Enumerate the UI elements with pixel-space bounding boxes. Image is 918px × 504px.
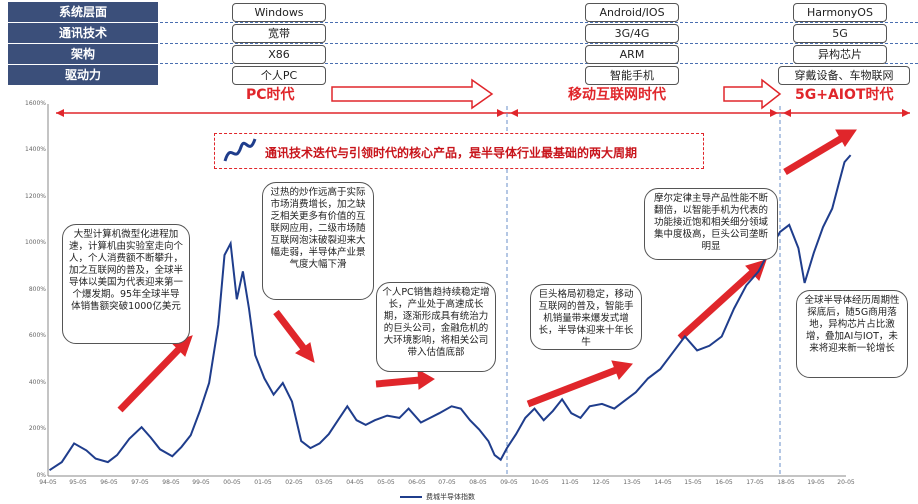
x-tick-label: 08-05 [469,479,487,486]
x-tick-label: 19-05 [807,479,825,486]
annotation-financial-crisis: 个人PC销售趋持续稳定增长，产业处于高速成长期，逐渐形成具有统治力的巨头公司，金… [376,282,496,372]
cell-comm-5g: 5G [793,24,887,43]
row-label-arch: 架构 [8,44,158,64]
cell-system-mobile: Android/IOS [585,3,679,22]
arrowhead-icon [770,109,778,117]
x-tick-label: 02-05 [285,479,303,486]
arrowhead-icon [510,109,518,117]
x-tick-label: 95-05 [69,479,87,486]
cell-driver-mobile: 智能手机 [585,66,679,85]
cell-comm-pc: 宽带 [232,24,326,43]
series-line-sox [48,154,852,472]
arrowhead-icon [902,109,910,117]
cell-system-pc: Windows [232,3,326,22]
x-tick-label: 14-05 [654,479,672,486]
x-tick-label: 13-05 [623,479,641,486]
x-tick-label: 10-05 [531,479,549,486]
x-tick-label: 00-05 [223,479,241,486]
trend-arrow-icon [783,129,857,176]
hollow-arrow-icon [331,78,494,110]
arrowhead-icon [497,109,505,117]
table-divider [160,22,918,23]
x-tick-label: 05-05 [377,479,395,486]
annotation-bubble-burst: 过热的炒作远高于实际市场消费增长，加之缺乏相关更多有价值的互联网应用，二级市场随… [262,182,374,300]
y-tick-label: 400% [28,379,46,386]
era-label-mobile: 移动互联网时代 [568,87,666,103]
y-tick-label: 1000% [25,239,46,246]
cell-system-5g: HarmonyOS [793,3,887,22]
annotation-pc-boom: 大型计算机微型化进程加速，计算机由实验室走向个人，个人消费额不断攀升，加之互联网… [62,224,190,344]
row-label-system: 系统层面 [8,2,158,22]
era-label-pc: PC时代 [246,87,295,103]
chart-legend: 费城半导体指数 [400,492,475,502]
x-tick-label: 12-05 [592,479,610,486]
x-tick-label: 18-05 [777,479,795,486]
x-tick-label: 07-05 [438,479,456,486]
table-divider [160,43,918,44]
x-tick-label: 97-05 [131,479,149,486]
x-tick-label: 16-05 [715,479,733,486]
y-tick-label: 200% [28,425,46,432]
y-tick-label: 1200% [25,193,46,200]
cell-driver-pc: 个人PC [232,66,326,85]
x-tick-label: 11-05 [561,479,579,486]
x-tick-label: 06-05 [408,479,426,486]
y-tick-label: 0% [36,472,46,479]
annotation-mobile-bull: 巨头格局初稳定，移动互联网的普及，智能手机销量带来爆发式增长，半导体迎来十年长牛 [530,284,642,350]
trend-arrow-icon [526,360,633,408]
cell-comm-mobile: 3G/4G [585,24,679,43]
legend-label: 费城半导体指数 [426,493,475,501]
row-label-driver: 驱动力 [8,65,158,85]
x-tick-label: 17-05 [746,479,764,486]
hollow-arrow-icon [723,78,782,110]
legend-swatch [400,496,422,498]
x-tick-label: 99-05 [192,479,210,486]
cell-arch-5g: 异构芯片 [793,45,887,64]
era-label-5g: 5G+AIOT时代 [795,87,894,103]
y-tick-label: 1400% [25,146,46,153]
trend-arrow-icon [273,309,315,363]
cell-driver-5g: 穿戴设备、车物联网 [778,66,910,85]
x-tick-label: 98-05 [162,479,180,486]
x-tick-label: 01-05 [254,479,272,486]
annotation-moore-law: 摩尔定律主导产品性能不断翻倍，以智能手机为代表的功能接近饱和相关细分领域集中度极… [644,188,778,260]
x-tick-label: 15-05 [684,479,702,486]
annotation-5g-aiot: 全球半导体经历周期性探底后，随5G商用落地，异构芯片占比激增，叠加AI与IOT，… [796,290,908,378]
x-tick-label: 03-05 [315,479,333,486]
row-label-comm: 通讯技术 [8,23,158,43]
x-tick-label: 04-05 [346,479,364,486]
arrowhead-icon [783,109,791,117]
table-divider [160,63,918,64]
y-tick-label: 800% [28,286,46,293]
arrowhead-icon [56,109,64,117]
cell-arch-pc: X86 [232,45,326,64]
banner-text: 通讯技术迭代与引领时代的核心产品，是半导体行业最基础的两大周期 [265,146,638,160]
y-tick-label: 1600% [25,100,46,107]
x-tick-label: 96-05 [100,479,118,486]
x-tick-label: 20-05 [837,479,855,486]
x-tick-label: 09-05 [500,479,518,486]
y-tick-label: 600% [28,332,46,339]
trend-arrow-icon [375,369,435,390]
cell-arch-mobile: ARM [585,45,679,64]
cycle-banner: 通讯技术迭代与引领时代的核心产品，是半导体行业最基础的两大周期 [214,133,704,169]
x-tick-label: 94-05 [39,479,57,486]
wave-icon [223,138,257,162]
